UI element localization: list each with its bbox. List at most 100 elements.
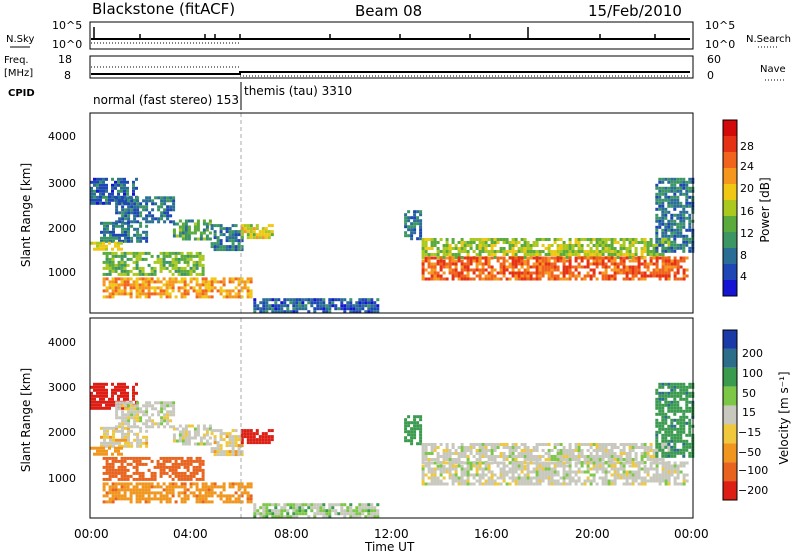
power-cell [658,253,662,256]
power-cell [562,247,566,250]
power-cell [118,224,121,228]
velocity-cell [646,479,650,483]
power-cell [529,247,533,250]
velocity-cell [416,427,420,431]
power-cell [538,262,542,266]
power-cell [550,262,554,266]
velocity-cell [568,470,572,474]
velocity-cell [258,435,262,439]
power-cell [135,277,139,281]
power-cell [451,277,455,281]
velocity-cell [658,476,662,480]
power-cell [136,208,140,212]
velocity-cell [103,441,106,445]
power-cell [102,280,106,284]
power-cell [622,256,626,260]
velocity-cell [679,397,683,401]
power-cell [162,251,166,255]
power-cell [117,247,120,251]
power-cell [108,272,112,276]
velocity-cell [481,476,485,480]
velocity-cell [682,421,686,425]
velocity-cell [526,470,530,474]
power-cell [163,199,167,203]
velocity-cell [108,485,112,489]
velocity-cell [145,401,149,405]
velocity-cell [433,467,437,471]
velocity-cell [171,468,175,472]
velocity-cell [105,388,108,392]
velocity-cell [163,413,167,417]
power-cell [295,298,299,302]
velocity-cell [373,515,377,519]
power-cell [135,263,139,267]
velocity-cell [358,509,362,513]
velocity-cell [413,415,417,419]
power-cell [180,277,184,281]
velocity-cell [416,424,420,428]
velocity-cell [133,407,137,411]
velocity-cell [121,438,124,442]
power-cell [150,292,154,296]
power-cell [421,253,425,256]
velocity-cell [178,424,182,428]
velocity-cell [184,436,188,440]
velocity-cell [529,452,533,455]
velocity-cell [628,461,632,464]
power-cell [195,283,199,287]
velocity-cell [325,509,329,513]
velocity-cell [550,449,554,452]
power-cell [111,192,114,196]
velocity-cell [643,476,647,480]
power-cell [96,177,99,181]
power-cell [469,241,473,244]
power-cell [526,244,530,247]
velocity-cell [153,494,157,498]
velocity-cell [685,479,689,483]
power-cell [295,301,299,305]
power-cell [514,244,518,247]
power-cell [328,310,332,314]
velocity-cell [413,430,417,434]
velocity-cell [445,470,449,474]
power-cell [442,259,446,263]
velocity-cell [142,441,146,445]
velocity-cell [589,467,593,471]
velocity-cell [682,427,686,431]
power-cell [192,254,196,258]
power-cell [210,224,214,228]
velocity-cell [547,479,551,483]
velocity-cell [511,479,515,483]
velocity-cell [616,455,620,458]
velocity-cell [127,441,130,445]
power-cell [237,230,241,234]
power-cell [90,189,93,193]
velocity-cell [658,479,662,483]
power-cell [673,231,677,235]
power-cell [183,269,187,273]
velocity-cell [225,441,229,445]
velocity-cell [102,500,106,504]
power-cell [114,254,118,258]
power-cell [658,243,662,247]
velocity-cell [661,461,665,465]
power-cell [565,250,569,253]
velocity-cell [475,479,479,483]
power-cell [481,238,485,241]
power-cell [237,248,241,252]
power-cell [463,256,467,260]
velocity-cell [108,471,112,475]
power-cell [550,274,554,278]
velocity-cell [138,471,142,475]
power-cell [445,244,449,247]
velocity-cell [688,400,692,404]
velocity-cell [103,438,106,442]
velocity-cell [133,416,137,420]
velocity-cell [670,436,674,440]
velocity-cell [109,435,112,439]
power-cell [147,272,151,276]
velocity-cell [421,461,425,464]
velocity-cell [210,488,214,492]
velocity-cell [685,391,689,395]
velocity-cell [159,497,163,501]
